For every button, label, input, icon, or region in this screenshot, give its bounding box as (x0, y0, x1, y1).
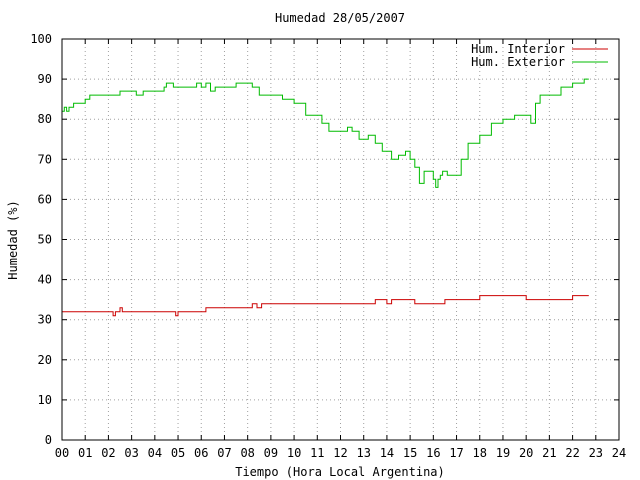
x-tick-label: 03 (124, 446, 138, 460)
x-tick-label: 08 (240, 446, 254, 460)
series-line-hum-interior (62, 295, 589, 317)
y-tick-label: 30 (38, 313, 52, 327)
data-series (62, 78, 589, 317)
x-tick-label: 01 (78, 446, 92, 460)
x-tick-label: 20 (519, 446, 533, 460)
x-tick-label: 16 (426, 446, 440, 460)
x-tick-label: 11 (310, 446, 324, 460)
y-tick-label: 80 (38, 112, 52, 126)
x-tick-label: 18 (473, 446, 487, 460)
x-tick-label: 13 (356, 446, 370, 460)
x-tick-label: 21 (542, 446, 556, 460)
x-tick-label: 19 (496, 446, 510, 460)
y-tick-label: 0 (45, 433, 52, 447)
x-tick-label: 24 (612, 446, 626, 460)
y-tick-label: 70 (38, 152, 52, 166)
chart-title: Humedad 28/05/2007 (275, 11, 405, 25)
x-tick-label: 17 (449, 446, 463, 460)
legend-label: Hum. Exterior (471, 55, 565, 69)
x-tick-label: 04 (148, 446, 162, 460)
x-tick-label: 22 (565, 446, 579, 460)
y-tick-label: 50 (38, 233, 52, 247)
grid-lines (62, 39, 619, 440)
y-tick-label: 100 (30, 32, 52, 46)
y-axis-label: Humedad (%) (6, 200, 20, 279)
x-tick-label: 00 (55, 446, 69, 460)
x-tick-label: 14 (380, 446, 394, 460)
y-tick-label: 90 (38, 72, 52, 86)
y-tick-label: 40 (38, 273, 52, 287)
y-tick-label: 60 (38, 192, 52, 206)
x-tick-label: 07 (217, 446, 231, 460)
x-tick-label: 23 (589, 446, 603, 460)
y-tick-labels: 0 10 20 30 40 50 60 70 80 90 100 (30, 32, 52, 447)
x-tick-label: 02 (101, 446, 115, 460)
x-tick-label: 05 (171, 446, 185, 460)
series-line-hum-exterior (62, 78, 589, 188)
legend-label: Hum. Interior (471, 42, 565, 56)
x-tick-label: 10 (287, 446, 301, 460)
y-tick-label: 20 (38, 353, 52, 367)
x-tick-labels: 00 01 02 03 04 05 06 07 08 09 10 11 12 13 14 15 16 17 18 19… (55, 446, 626, 460)
x-axis-label: Tiempo (Hora Local Argentina) (235, 465, 445, 479)
x-tick-label: 12 (333, 446, 347, 460)
y-tick-label: 10 (38, 393, 52, 407)
x-tick-label: 15 (403, 446, 417, 460)
plot-frame (61, 38, 620, 441)
x-tick-label: 09 (264, 446, 278, 460)
x-tick-label: 06 (194, 446, 208, 460)
